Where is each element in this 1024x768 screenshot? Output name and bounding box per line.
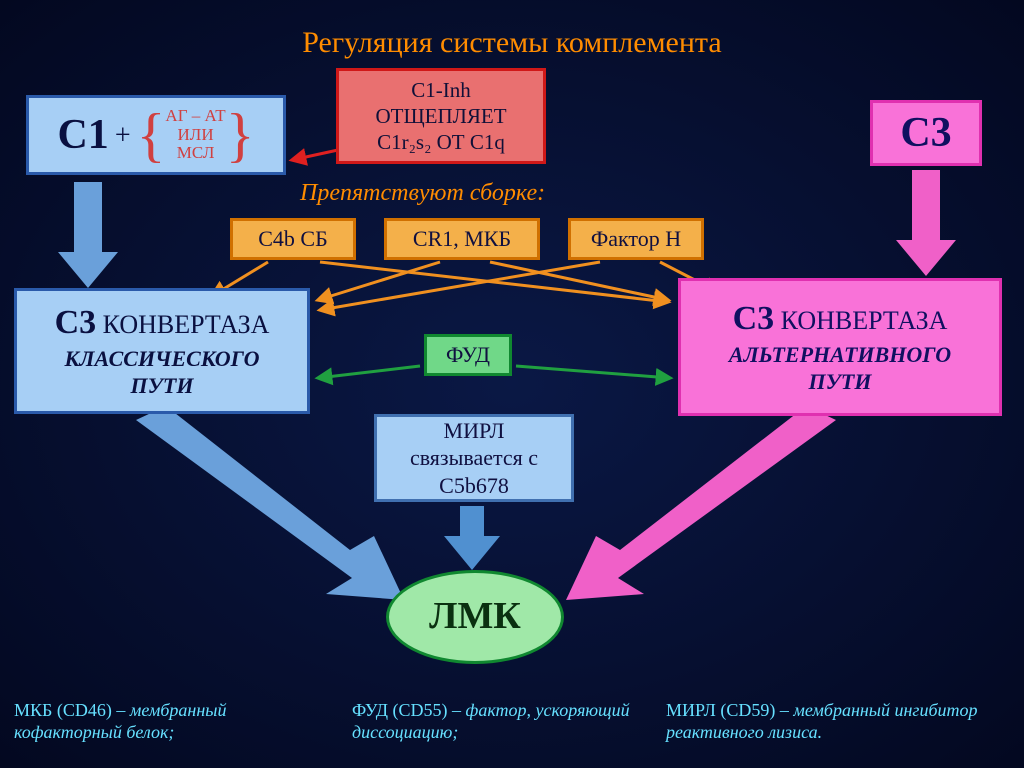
- page-title: Регуляция системы комплемента: [0, 26, 1024, 60]
- c1inh-l3: C1r₂s₂ ОТ C1q: [377, 129, 505, 155]
- lmk-ellipse: ЛМК: [386, 570, 564, 664]
- arrow-c1-down: [58, 182, 118, 288]
- mirl-l3: С5b678: [439, 472, 509, 500]
- arrow-c4b-alt: [320, 262, 668, 302]
- c3-classical-l1: С3 КОНВЕРТАЗА: [55, 302, 270, 345]
- def-mkb: МКБ (CD46) – мембранный кофакторный бело…: [14, 700, 324, 743]
- arrow-cr1-cls: [318, 262, 440, 300]
- mirl-l2: связывается с: [410, 444, 538, 472]
- arrow-alt-lmk: [566, 406, 836, 600]
- arrow-cls-lmk: [136, 406, 404, 600]
- c3-classical-l3: ПУТИ: [131, 372, 194, 400]
- c3-classical-l2: КЛАССИЧЕСКОГО: [64, 345, 259, 373]
- c4bsb-box: C4b СБ: [230, 218, 356, 260]
- arrow-c1inh-c1: [292, 150, 338, 160]
- subtitle: Препятствуют сборке:: [300, 180, 545, 207]
- c1inh-l2: ОТЩЕПЛЯЕТ: [375, 103, 506, 129]
- def-fud: ФУД (CD55) – фактор, ускоряющий диссоциа…: [352, 700, 642, 743]
- c1-line3: МСЛ: [177, 143, 215, 162]
- brace-left: {: [137, 98, 166, 173]
- c3-alt-l1: С3 КОНВЕРТАЗА: [733, 298, 948, 341]
- c1inh-box: C1-Inh ОТЩЕПЛЯЕТ C1r₂s₂ ОТ C1q: [336, 68, 546, 164]
- c3-classical-box: С3 КОНВЕРТАЗА КЛАССИЧЕСКОГО ПУТИ: [14, 288, 310, 414]
- c1-plus: +: [115, 118, 131, 153]
- c3-alt-l2: АЛЬТЕРНАТИВНОГО: [729, 341, 951, 369]
- c1-inner: АГ – АТ ИЛИ МСЛ: [165, 107, 225, 163]
- cr1mkb-box: CR1, МКБ: [384, 218, 540, 260]
- c1inh-l1: C1-Inh: [411, 77, 471, 103]
- c3-top-box: С3: [870, 100, 982, 166]
- factorh-box: Фактор Н: [568, 218, 704, 260]
- brace-right: }: [226, 98, 255, 173]
- fud-box: ФУД: [424, 334, 512, 376]
- mirl-box: МИРЛ связывается с С5b678: [374, 414, 574, 502]
- def-mirl: МИРЛ (CD59) – мембранный ингибитор реакт…: [666, 700, 1016, 743]
- arrow-c3-down: [896, 170, 956, 276]
- arrow-fud-cls: [318, 366, 420, 378]
- mirl-l1: МИРЛ: [444, 417, 505, 445]
- c1-line1: АГ – АТ: [165, 106, 225, 125]
- c3-alt-box: С3 КОНВЕРТАЗА АЛЬТЕРНАТИВНОГО ПУТИ: [678, 278, 1002, 416]
- c1-line2: ИЛИ: [178, 125, 214, 144]
- arrow-fh-cls: [320, 262, 600, 310]
- arrow-cr1-alt: [490, 262, 668, 300]
- arrow-mirl-lmk: [444, 506, 500, 570]
- c3-alt-l3: ПУТИ: [809, 368, 872, 396]
- c1-label: С1: [57, 109, 108, 162]
- c1-box: С1 + { АГ – АТ ИЛИ МСЛ }: [26, 95, 286, 175]
- arrow-fud-alt: [516, 366, 670, 378]
